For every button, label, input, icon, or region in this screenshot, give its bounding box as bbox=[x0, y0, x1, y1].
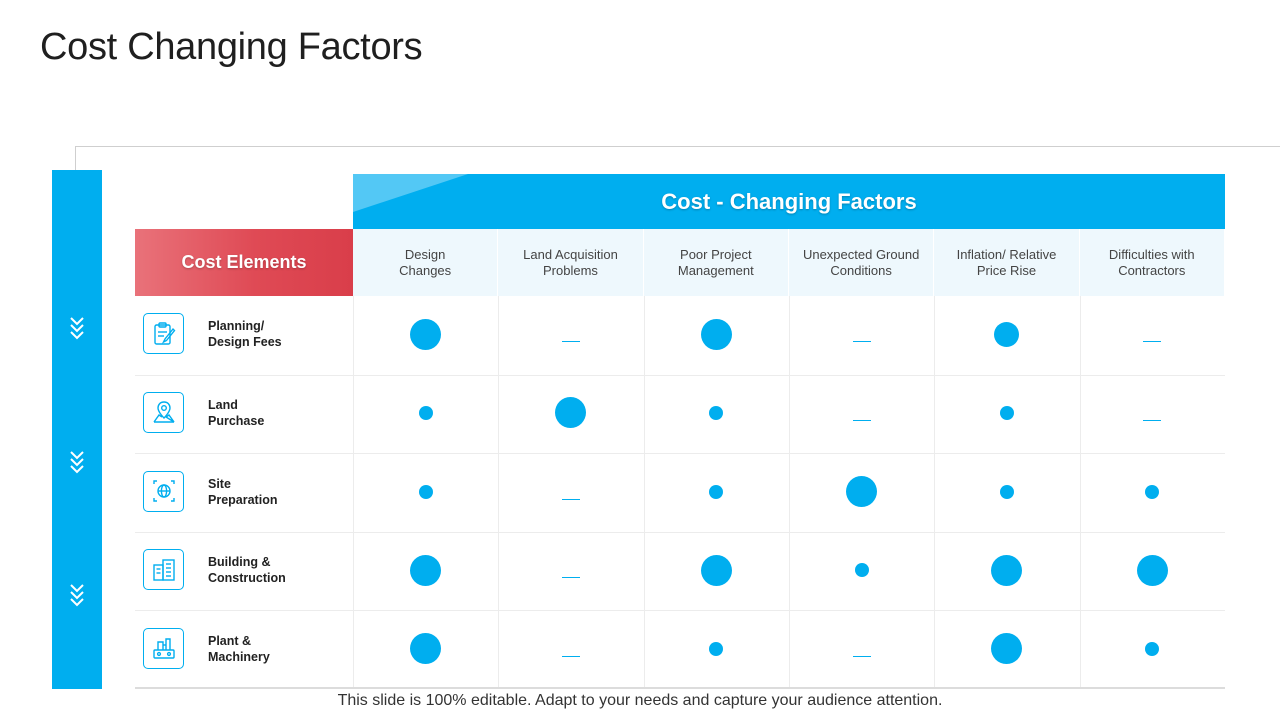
chevron-down-icon bbox=[52, 583, 102, 609]
impact-dot-large bbox=[846, 476, 878, 507]
impact-dot-large bbox=[700, 554, 732, 586]
empty-cell-dash bbox=[561, 577, 580, 579]
impact-dot-small bbox=[709, 484, 724, 499]
grid-line bbox=[135, 687, 1225, 689]
column-header: Inflation/ Relative Price Rise bbox=[934, 229, 1080, 296]
impact-dot-small bbox=[999, 405, 1014, 420]
grid-line bbox=[135, 610, 1225, 612]
column-header: Land Acquisition Problems bbox=[498, 229, 644, 296]
grid-line bbox=[788, 296, 790, 688]
column-header: Design Changes bbox=[353, 229, 499, 296]
frame-line bbox=[75, 146, 76, 170]
empty-cell-dash bbox=[1143, 341, 1162, 343]
row-label: Building & Construction bbox=[208, 555, 286, 586]
chevron-down-icon bbox=[52, 316, 102, 342]
impact-dot-large bbox=[555, 397, 587, 429]
grid-line bbox=[643, 296, 645, 688]
grid-line bbox=[135, 531, 1225, 533]
frame-line bbox=[75, 146, 1280, 147]
table-header-band: Cost - Changing Factors bbox=[353, 174, 1225, 229]
empty-cell-dash bbox=[852, 341, 871, 343]
column-header: Difficulties with Contractors bbox=[1079, 229, 1225, 296]
impact-dot-small bbox=[1145, 484, 1160, 499]
globe-network-icon bbox=[143, 470, 184, 512]
impact-dot-large bbox=[991, 633, 1023, 665]
empty-cell-dash bbox=[1143, 419, 1162, 421]
grid-line bbox=[934, 296, 936, 688]
grid-line bbox=[498, 296, 500, 688]
table-header-title: Cost - Changing Factors bbox=[661, 189, 917, 214]
impact-dot-small bbox=[854, 563, 869, 578]
empty-cell-dash bbox=[561, 655, 580, 657]
row-label: Planning/Design Fees bbox=[208, 319, 282, 350]
impact-dot-large bbox=[991, 554, 1023, 586]
row-label: Plant & Machinery bbox=[208, 633, 270, 664]
empty-cell-dash bbox=[852, 419, 871, 421]
side-bar bbox=[52, 170, 102, 689]
impact-dot-small bbox=[709, 641, 724, 656]
header-sheen bbox=[353, 174, 468, 212]
column-header: Poor Project Management bbox=[643, 229, 789, 296]
column-header: Unexpected Ground Conditions bbox=[788, 229, 935, 296]
empty-cell-dash bbox=[561, 341, 580, 343]
page-title: Cost Changing Factors bbox=[40, 26, 423, 68]
impact-dot-small bbox=[418, 405, 433, 420]
row-label: Site Preparation bbox=[208, 476, 278, 507]
impact-dot-large bbox=[410, 318, 442, 350]
impact-dot-small bbox=[418, 484, 433, 499]
grid-line bbox=[135, 374, 1225, 376]
impact-dot-large bbox=[410, 554, 442, 586]
footer-note: This slide is 100% editable. Adapt to yo… bbox=[337, 692, 943, 709]
cost-elements-header: Cost Elements bbox=[135, 229, 353, 296]
empty-cell-dash bbox=[852, 655, 871, 657]
buildings-icon bbox=[143, 549, 184, 591]
impact-dot-small bbox=[709, 405, 724, 420]
impact-dot-small bbox=[999, 484, 1014, 499]
row-label: Land Purchase bbox=[208, 397, 265, 428]
grid-line bbox=[135, 453, 1225, 455]
impact-dot-large bbox=[410, 633, 442, 665]
impact-dot-medium bbox=[994, 321, 1020, 347]
map-pin-icon bbox=[143, 391, 184, 433]
impact-dot-large bbox=[1136, 554, 1168, 586]
grid-line bbox=[1079, 296, 1081, 688]
factory-machine-icon bbox=[143, 627, 184, 669]
grid-line bbox=[353, 296, 354, 688]
chevron-down-icon bbox=[52, 450, 102, 476]
empty-cell-dash bbox=[561, 498, 580, 500]
clipboard-pencil-icon bbox=[143, 313, 184, 355]
impact-dot-large bbox=[700, 318, 732, 350]
impact-dot-small bbox=[1145, 641, 1160, 656]
